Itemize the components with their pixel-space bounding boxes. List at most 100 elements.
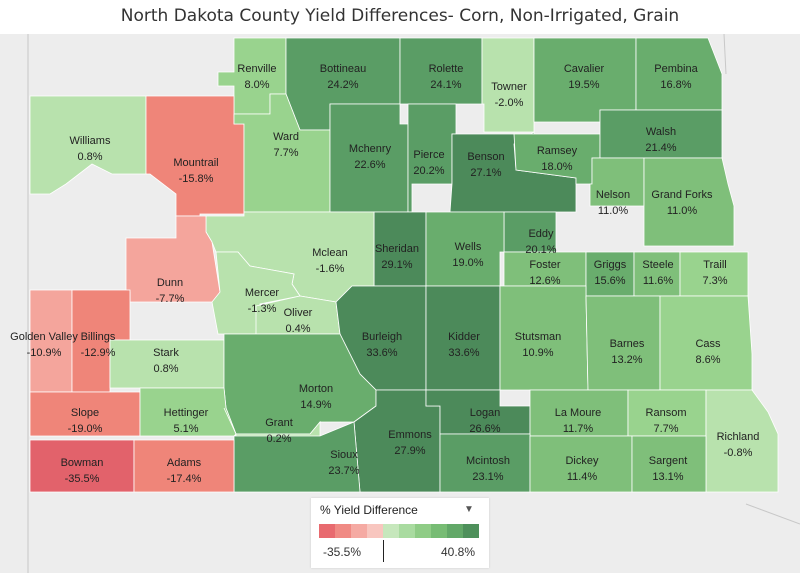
county-name-adams: Adams	[167, 457, 202, 469]
county-value-pembina: 16.8%	[660, 79, 691, 91]
legend-zero-marker	[383, 540, 384, 562]
county-grand-forks[interactable]	[643, 157, 735, 247]
county-value-ramsey: 18.0%	[541, 161, 572, 173]
county-pierce[interactable]	[407, 103, 457, 213]
legend-color-ramp	[319, 524, 479, 538]
state-border-line	[723, 34, 727, 75]
county-name-barnes: Barnes	[610, 338, 645, 350]
legend-swatch	[383, 524, 400, 538]
county-name-sargent: Sargent	[649, 455, 688, 467]
county-name-towner: Towner	[491, 81, 527, 93]
caret-down-icon[interactable]: ▼	[464, 504, 474, 515]
county-value-barnes: 13.2%	[611, 354, 642, 366]
county-name-williams: Williams	[70, 135, 111, 147]
legend-swatch	[399, 524, 416, 538]
county-name-grand-forks: Grand Forks	[651, 189, 713, 201]
county-name-pierce: Pierce	[413, 149, 444, 161]
county-name-pembina: Pembina	[654, 63, 698, 75]
county-name-steele: Steele	[642, 259, 673, 271]
county-value-burleigh: 33.6%	[366, 347, 397, 359]
county-name-sheridan: Sheridan	[375, 243, 419, 255]
county-value-mercer: -1.3%	[248, 303, 277, 315]
county-name-golden-valley: Golden Valley	[10, 331, 78, 343]
county-mercer[interactable]	[211, 251, 301, 335]
county-value-renville: 8.0%	[244, 79, 269, 91]
county-value-la-moure: 11.7%	[563, 423, 594, 435]
county-value-ransom: 7.7%	[653, 423, 678, 435]
county-name-walsh: Walsh	[646, 126, 676, 138]
county-value-golden-valley: -10.9%	[27, 347, 62, 359]
legend[interactable]: % Yield Difference ▼ -35.5% 40.8%	[311, 498, 489, 568]
county-cass[interactable]	[659, 295, 753, 391]
county-name-burleigh: Burleigh	[362, 331, 402, 343]
county-value-mcintosh: 23.1%	[472, 471, 503, 483]
county-name-logan: Logan	[470, 407, 501, 419]
county-value-mountrail: -15.8%	[179, 173, 214, 185]
county-value-sioux: 23.7%	[328, 465, 359, 477]
legend-swatch	[415, 524, 432, 538]
state-border-line	[745, 503, 800, 525]
county-name-cavalier: Cavalier	[564, 63, 605, 75]
county-value-dunn: -7.7%	[156, 293, 185, 305]
county-value-nelson: 11.0%	[598, 205, 629, 217]
county-sargent[interactable]	[631, 435, 707, 493]
county-name-eddy: Eddy	[528, 228, 554, 240]
county-value-walsh: 21.4%	[645, 142, 676, 154]
county-value-stutsman: 10.9%	[522, 347, 553, 359]
county-value-stark: 0.8%	[153, 363, 178, 375]
county-value-billings: -12.9%	[81, 347, 116, 359]
county-name-ransom: Ransom	[646, 407, 687, 419]
county-name-wells: Wells	[455, 241, 482, 253]
legend-max-label: 40.8%	[440, 545, 475, 559]
county-value-adams: -17.4%	[167, 473, 202, 485]
county-name-la-moure: La Moure	[555, 407, 601, 419]
county-value-oliver: 0.4%	[285, 323, 310, 335]
county-name-traill: Traill	[703, 259, 726, 271]
county-value-wells: 19.0%	[452, 257, 483, 269]
county-name-mercer: Mercer	[245, 287, 280, 299]
county-value-rolette: 24.1%	[430, 79, 461, 91]
county-value-cavalier: 19.5%	[568, 79, 599, 91]
county-value-steele: 11.6%	[643, 275, 674, 287]
county-mountrail[interactable]	[145, 95, 245, 217]
map-area[interactable]: Renville 8.0% Bottineau 24.2% Rolette 24.1% To…	[0, 34, 800, 573]
legend-title: % Yield Difference	[320, 503, 418, 517]
county-value-towner: -2.0%	[495, 97, 524, 109]
county-value-kidder: 33.6%	[448, 347, 479, 359]
county-name-slope: Slope	[71, 407, 99, 419]
county-adams[interactable]	[133, 439, 235, 493]
county-name-benson: Benson	[467, 151, 504, 163]
county-name-bottineau: Bottineau	[320, 63, 366, 75]
legend-swatch	[367, 524, 384, 538]
county-value-benson: 27.1%	[470, 167, 501, 179]
legend-swatch	[447, 524, 464, 538]
county-value-cass: 8.6%	[695, 354, 720, 366]
county-value-morton: 14.9%	[300, 399, 331, 411]
county-name-kidder: Kidder	[448, 331, 480, 343]
county-value-slope: -19.0%	[68, 423, 103, 435]
county-name-griggs: Griggs	[594, 259, 627, 271]
county-value-grant: 0.2%	[266, 433, 291, 445]
county-name-emmons: Emmons	[388, 429, 432, 441]
county-name-oliver: Oliver	[284, 307, 313, 319]
county-mchenry[interactable]	[329, 103, 409, 213]
county-dunn[interactable]	[125, 215, 221, 303]
county-name-nelson: Nelson	[596, 189, 630, 201]
legend-min-label: -35.5%	[323, 545, 362, 559]
county-name-stutsman: Stutsman	[515, 331, 561, 343]
county-value-bottineau: 24.2%	[327, 79, 358, 91]
legend-swatch	[319, 524, 336, 538]
county-name-billings: Billings	[81, 331, 116, 343]
county-name-mcintosh: Mcintosh	[466, 455, 510, 467]
legend-swatch	[431, 524, 448, 538]
county-value-williams: 0.8%	[77, 151, 102, 163]
county-value-pierce: 20.2%	[413, 165, 444, 177]
county-value-hettinger: 5.1%	[173, 423, 198, 435]
north-dakota-map[interactable]: Renville 8.0% Bottineau 24.2% Rolette 24.1% To…	[0, 34, 800, 573]
county-value-sargent: 13.1%	[652, 471, 683, 483]
county-value-mchenry: 22.6%	[354, 159, 385, 171]
county-name-stark: Stark	[153, 347, 179, 359]
county-pembina[interactable]	[635, 37, 723, 111]
legend-swatch	[335, 524, 352, 538]
county-value-grand-forks: 11.0%	[667, 205, 698, 217]
